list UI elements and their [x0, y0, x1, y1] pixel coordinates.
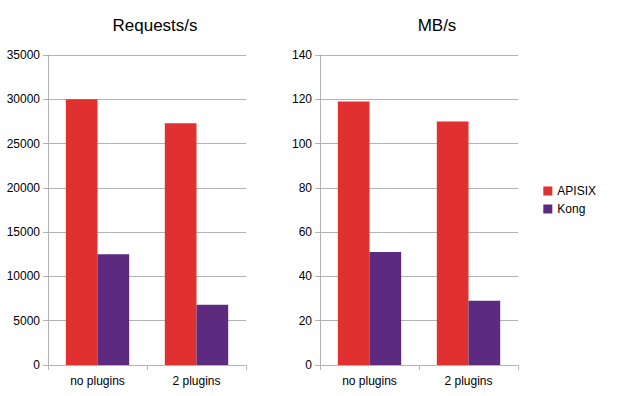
svg-text:0: 0: [305, 358, 312, 372]
svg-text:MB/s: MB/s: [418, 16, 457, 35]
svg-text:0: 0: [33, 358, 40, 372]
svg-text:no plugins: no plugins: [342, 374, 397, 388]
svg-text:APISIX: APISIX: [557, 184, 596, 198]
svg-text:40: 40: [299, 269, 313, 283]
svg-text:120: 120: [292, 92, 312, 106]
svg-text:5000: 5000: [13, 314, 40, 328]
svg-text:100: 100: [292, 137, 312, 151]
svg-text:10000: 10000: [7, 269, 41, 283]
svg-text:140: 140: [292, 48, 312, 62]
svg-text:no plugins: no plugins: [70, 374, 125, 388]
svg-text:35000: 35000: [7, 48, 41, 62]
svg-text:25000: 25000: [7, 137, 41, 151]
svg-text:30000: 30000: [7, 92, 41, 106]
svg-text:2 plugins: 2 plugins: [444, 374, 492, 388]
svg-text:60: 60: [299, 225, 313, 239]
svg-text:2 plugins: 2 plugins: [172, 374, 220, 388]
svg-text:15000: 15000: [7, 225, 41, 239]
svg-text:20: 20: [299, 314, 313, 328]
svg-text:80: 80: [299, 181, 313, 195]
svg-text:20000: 20000: [7, 181, 41, 195]
svg-text:Requests/s: Requests/s: [112, 16, 197, 35]
svg-text:Kong: Kong: [557, 202, 585, 216]
